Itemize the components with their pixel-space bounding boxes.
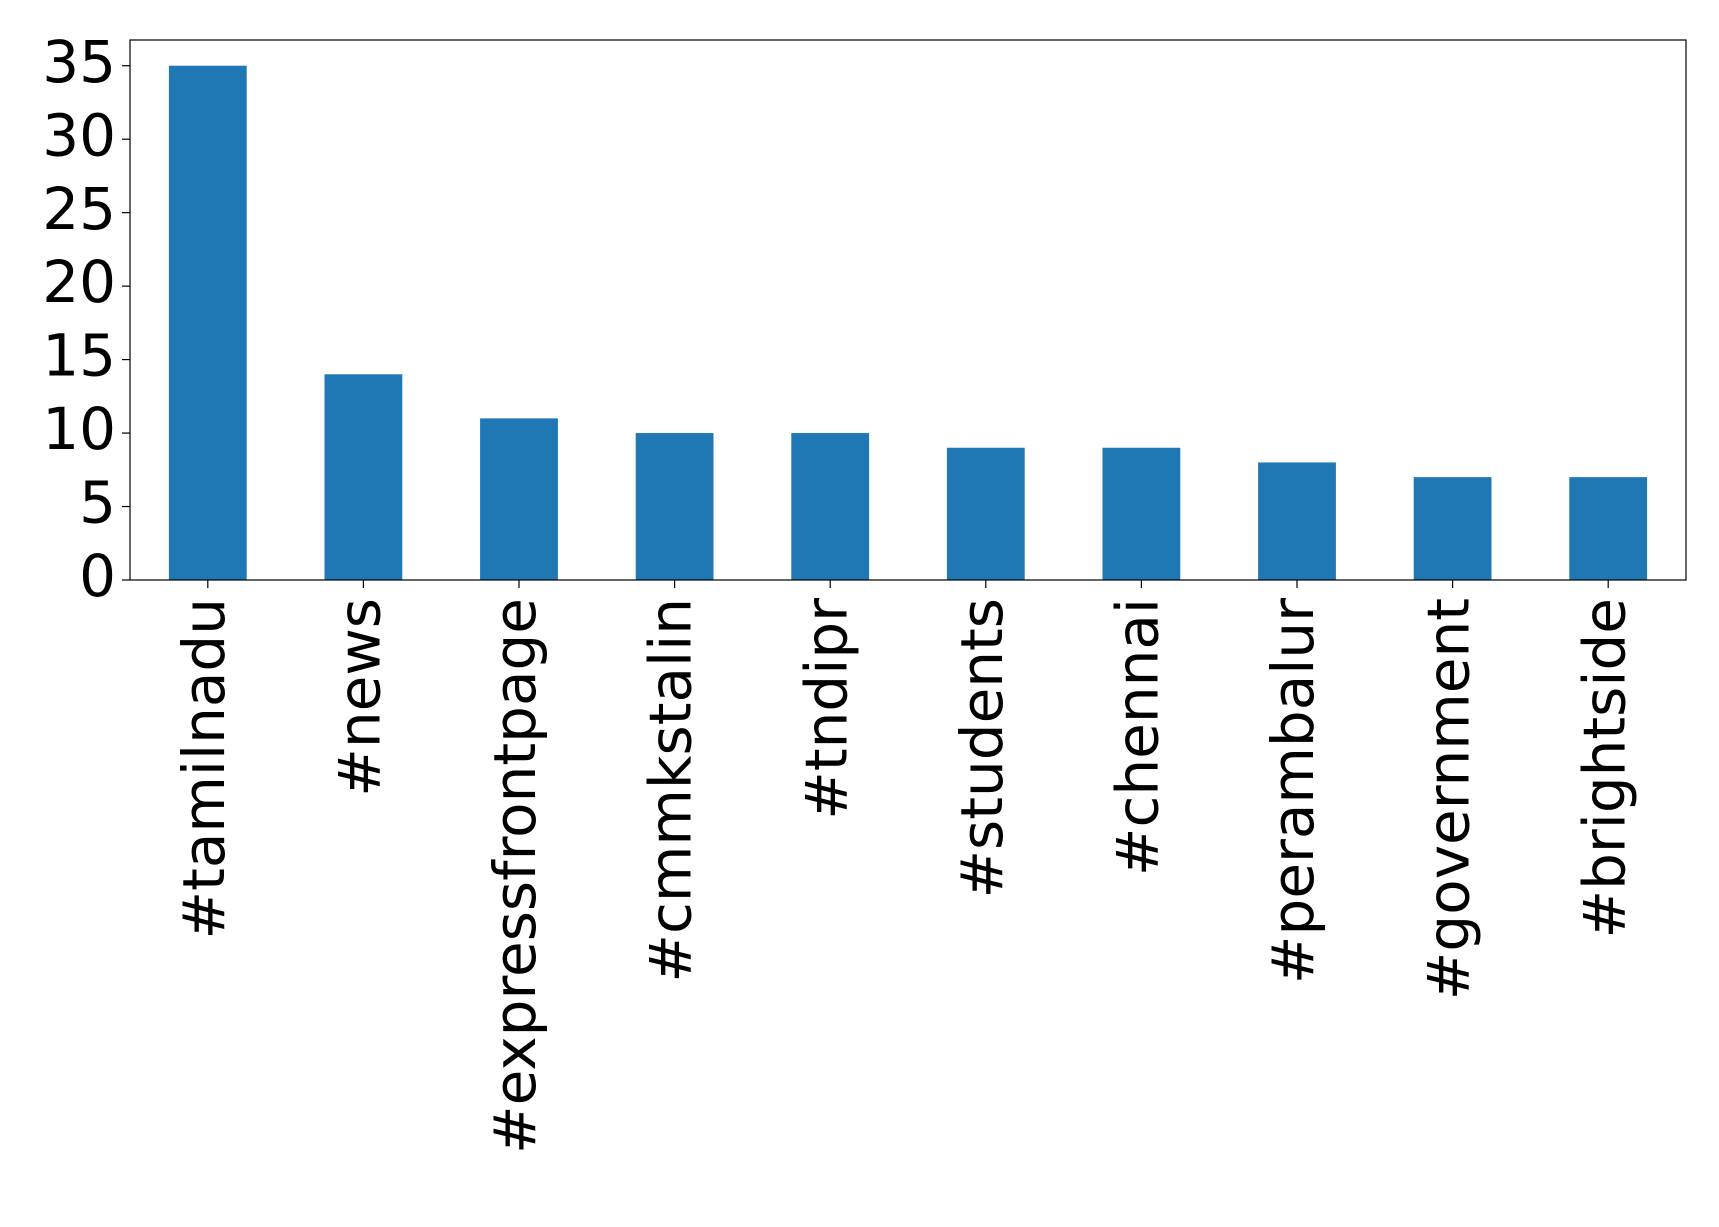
y-tick-label: 5 <box>79 469 116 537</box>
x-tick-label: #chennai <box>1104 598 1172 876</box>
y-tick-label: 15 <box>42 322 116 390</box>
y-tick-label: 0 <box>79 542 116 610</box>
x-tick-label: #government <box>1415 598 1483 1000</box>
y-tick-label: 25 <box>42 175 116 243</box>
plot-frame <box>129 39 1687 581</box>
bar <box>1258 462 1336 580</box>
bar <box>168 65 247 580</box>
bar <box>1569 477 1648 580</box>
bar <box>480 418 558 580</box>
bar <box>791 433 870 580</box>
bar <box>1102 447 1181 580</box>
bar <box>946 447 1025 580</box>
x-tick-label: #students <box>948 598 1016 899</box>
x-tick-label: #tndipr <box>792 598 860 820</box>
bar <box>635 433 714 580</box>
y-tick-label: 20 <box>42 248 116 316</box>
x-tick-label: #cmmkstalin <box>637 598 705 983</box>
y-tick-label: 35 <box>42 28 116 96</box>
x-tick-label: #perambalur <box>1259 598 1327 984</box>
y-tick-label: 30 <box>42 101 116 169</box>
x-tick-label: #expressfrontpage <box>481 598 549 1154</box>
bar <box>324 374 403 580</box>
x-tick-label: #news <box>326 598 394 797</box>
x-tick-label: #brightside <box>1570 598 1638 939</box>
x-tick-label: #tamilnadu <box>170 598 238 940</box>
bar <box>1413 477 1492 580</box>
y-tick-label: 10 <box>42 395 116 463</box>
